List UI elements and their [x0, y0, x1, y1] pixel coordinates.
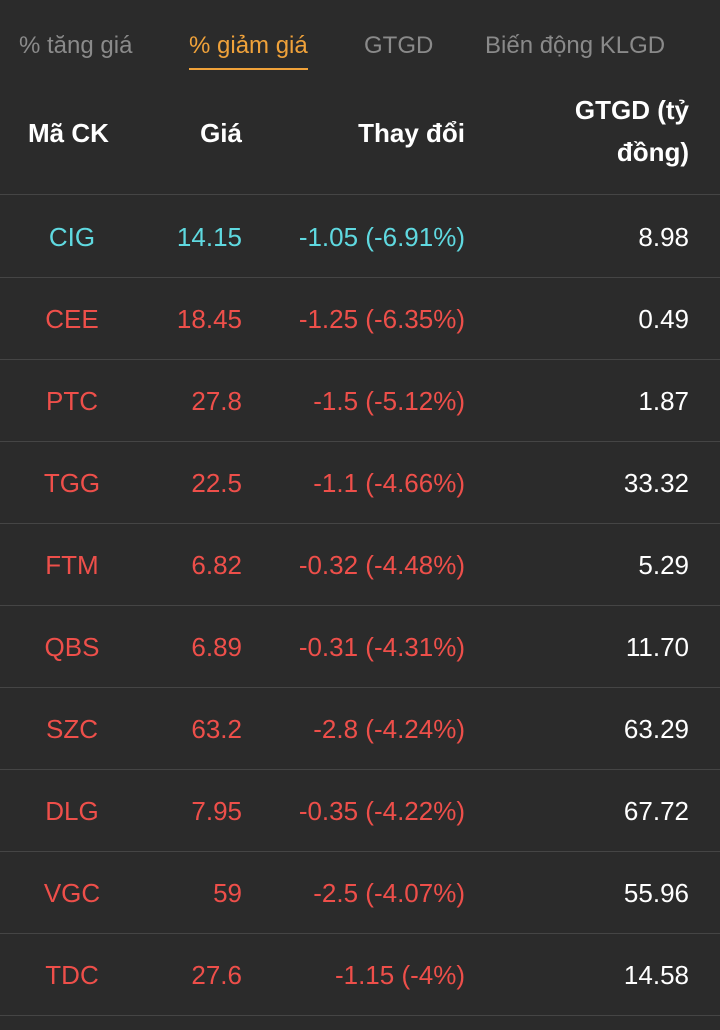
stock-change: -2.8 (-4.24%) — [313, 714, 465, 744]
stock-trading-value: 33.32 — [623, 468, 689, 498]
stock-code: SZC — [46, 714, 98, 744]
stock-price: 59 — [213, 878, 242, 908]
stock-trading-value: 8.98 — [638, 222, 689, 252]
stock-code: CIG — [48, 222, 96, 252]
tab-volume-change[interactable]: Biến động KLGD — [485, 32, 666, 59]
stock-trading-value: 67.72 — [623, 796, 689, 826]
stock-trading-value: 63.29 — [623, 714, 689, 744]
stock-change: -0.35 (-4.22%) — [298, 796, 465, 826]
table-row[interactable]: TDC 27.6 -1.15 (-4%) 14.58 — [0, 934, 720, 1016]
stock-code: DLG — [45, 796, 99, 826]
column-header-value-line2: đồng) — [616, 137, 689, 167]
stock-trading-value: 55.96 — [623, 878, 689, 908]
table-row[interactable]: VGC 59 -2.5 (-4.07%) 55.96 — [0, 852, 720, 934]
table-header: Mã CK Giá Thay đổi GTGD (tỷ đồng) — [0, 80, 720, 195]
stock-price: 14.15 — [176, 222, 242, 252]
stock-change: -0.32 (-4.48%) — [298, 550, 465, 580]
table-row[interactable]: DLG 7.95 -0.35 (-4.22%) 67.72 — [0, 770, 720, 852]
stock-code: CEE — [45, 304, 99, 334]
table-row[interactable]: SZC 63.2 -2.8 (-4.24%) 63.29 — [0, 688, 720, 770]
stock-price: 6.89 — [191, 632, 242, 662]
tab-bar: % tăng giá % giảm giá GTGD Biến động KLG… — [0, 0, 720, 80]
table-row[interactable]: QBS 6.89 -0.31 (-4.31%) 11.70 — [0, 606, 720, 688]
stock-code: TGG — [43, 468, 101, 498]
stock-price: 27.6 — [191, 960, 242, 990]
table-row[interactable]: TGG 22.5 -1.1 (-4.66%) 33.32 — [0, 442, 720, 524]
stock-code: FTM — [45, 550, 99, 580]
stock-code: VGC — [43, 878, 101, 908]
stock-price: 22.5 — [191, 468, 242, 498]
tab-top-losers[interactable]: % giảm giá — [189, 32, 308, 70]
stock-trading-value: 11.70 — [625, 632, 689, 662]
stock-change: -1.25 (-6.35%) — [298, 304, 465, 334]
table-row[interactable]: PTC 27.8 -1.5 (-5.12%) 1.87 — [0, 360, 720, 442]
stock-price: 18.45 — [176, 304, 242, 334]
table-row[interactable]: CEE 18.45 -1.25 (-6.35%) 0.49 — [0, 278, 720, 360]
stock-change: -1.05 (-6.91%) — [298, 222, 465, 252]
stock-change: -2.5 (-4.07%) — [313, 878, 465, 908]
table-row[interactable]: CIG 14.15 -1.05 (-6.91%) 8.98 — [0, 196, 720, 278]
stock-code: TDC — [45, 960, 99, 990]
column-header-code[interactable]: Mã CK — [28, 118, 109, 148]
stock-change: -0.31 (-4.31%) — [298, 632, 465, 662]
stock-price: 7.95 — [191, 796, 242, 826]
stock-trading-value: 5.29 — [638, 550, 689, 580]
column-header-value-line1: GTGD (tỷ — [574, 95, 689, 125]
stock-trading-value: 0.49 — [638, 304, 689, 334]
tab-trading-value[interactable]: GTGD — [364, 32, 434, 59]
stock-code: QBS — [44, 632, 100, 662]
stock-change: -1.5 (-5.12%) — [313, 386, 465, 416]
column-header-value[interactable]: GTGD (tỷ đồng) — [519, 89, 689, 173]
column-header-change[interactable]: Thay đổi — [358, 118, 465, 148]
stock-table-body: CIG 14.15 -1.05 (-6.91%) 8.98 CEE 18.45 -1.25 … — [0, 196, 720, 1016]
active-tab-indicator — [189, 68, 308, 70]
stock-price: 63.2 — [191, 714, 242, 744]
tab-top-losers-label: % giảm giá — [189, 32, 308, 59]
table-row[interactable]: FTM 6.82 -0.32 (-4.48%) 5.29 — [0, 524, 720, 606]
stock-code: PTC — [46, 386, 98, 416]
stock-price: 6.82 — [191, 550, 242, 580]
tab-top-gainers[interactable]: % tăng giá — [19, 32, 133, 59]
stock-change: -1.1 (-4.66%) — [313, 468, 465, 498]
stock-price: 27.8 — [191, 386, 242, 416]
stock-trading-value: 14.58 — [623, 960, 689, 990]
stock-change: -1.15 (-4%) — [334, 960, 465, 990]
stock-trading-value: 1.87 — [638, 386, 689, 416]
column-header-price[interactable]: Giá — [200, 118, 242, 148]
